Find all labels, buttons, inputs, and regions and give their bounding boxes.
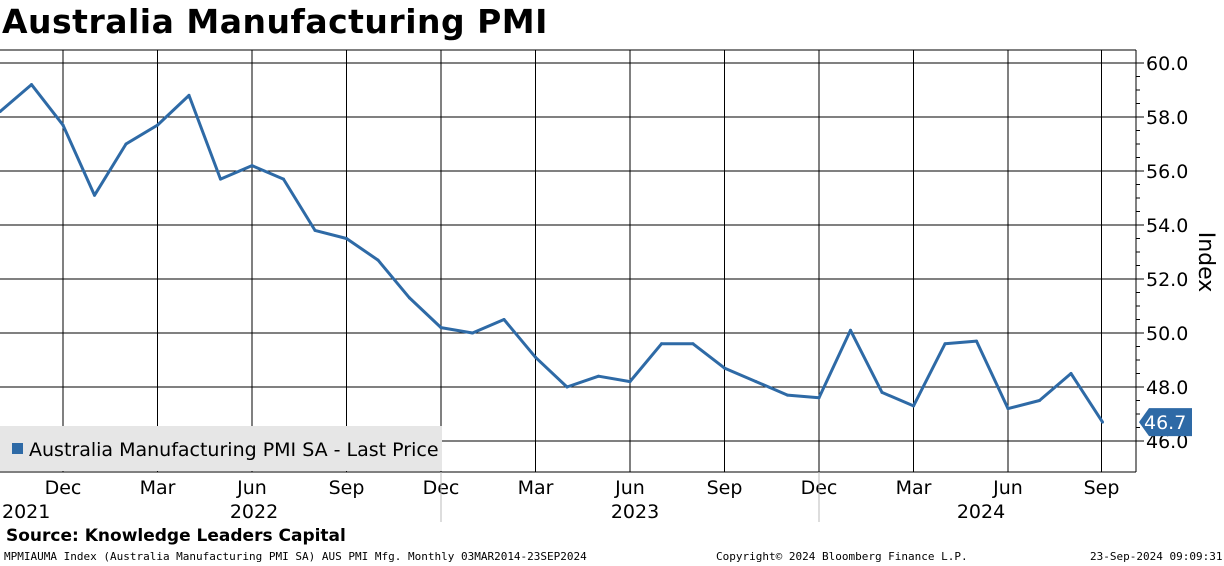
data-point	[156, 123, 159, 127]
data-point	[975, 339, 978, 343]
chart-title: Australia Manufacturing PMI	[2, 2, 548, 41]
data-point	[723, 366, 726, 370]
data-point	[313, 228, 317, 232]
y-tick-label: 56.0	[1146, 161, 1188, 183]
data-point	[1006, 407, 1010, 411]
x-tick-label: Jun	[614, 477, 645, 499]
data-point	[345, 237, 348, 240]
data-point	[628, 380, 632, 384]
data-point	[408, 296, 411, 300]
data-point	[880, 390, 884, 394]
series-line	[0, 83, 1104, 423]
data-point	[943, 342, 947, 346]
data-point	[502, 318, 506, 321]
last-value-label: 46.7	[1144, 412, 1186, 434]
y-tick-label: 52.0	[1146, 269, 1188, 291]
data-point	[660, 342, 663, 346]
data-point	[376, 258, 380, 262]
data-point	[0, 110, 2, 114]
legend-box	[0, 426, 442, 471]
x-tick-label: Mar	[518, 477, 554, 499]
data-point	[597, 374, 600, 378]
data-point	[187, 93, 191, 97]
data-point	[282, 177, 285, 181]
x-tick-label: Mar	[896, 477, 932, 499]
y-tick-label: 46.0	[1146, 431, 1188, 453]
data-point	[754, 380, 758, 384]
x-year-label: 2024	[957, 501, 1005, 523]
x-tick-label: Sep	[329, 477, 365, 499]
x-tick-label: Sep	[707, 477, 743, 499]
last-value-tag	[1139, 408, 1192, 437]
x-tick-label: Mar	[140, 477, 176, 499]
x-tick-label: Sep	[1084, 477, 1120, 499]
data-point	[912, 404, 915, 408]
data-point	[439, 326, 443, 330]
x-year-label: 2023	[611, 501, 659, 523]
timestamp: 23-Sep-2024 09:09:31	[1090, 550, 1223, 563]
data-point	[471, 331, 474, 335]
data-point	[30, 83, 33, 87]
y-axis-label: Index	[1193, 232, 1218, 293]
y-tick-label: 58.0	[1146, 107, 1188, 129]
y-tick-label: 54.0	[1146, 215, 1188, 237]
data-point	[124, 142, 128, 146]
x-year-label: 2021	[2, 501, 50, 523]
copyright-note: Copyright© 2024 Bloomberg Finance L.P.	[716, 550, 968, 563]
data-point	[565, 385, 569, 389]
data-point	[534, 355, 537, 359]
y-tick-label: 60.0	[1146, 53, 1188, 75]
data-point	[691, 342, 695, 346]
data-point	[1069, 372, 1073, 375]
x-tick-label: Jun	[236, 477, 267, 499]
data-point	[786, 393, 789, 397]
x-tick-label: Jun	[992, 477, 1023, 499]
x-year-label: 2022	[230, 501, 278, 523]
y-tick-label: 50.0	[1146, 323, 1188, 345]
data-point	[817, 396, 821, 400]
source-note: Source: Knowledge Leaders Capital	[6, 526, 346, 546]
legend-swatch	[12, 443, 23, 454]
y-tick-label: 48.0	[1146, 377, 1188, 399]
data-point	[1038, 399, 1041, 402]
x-tick-label: Dec	[45, 477, 82, 499]
data-point	[849, 328, 852, 332]
data-point	[219, 177, 222, 181]
legend-label: Australia Manufacturing PMI SA - Last Pr…	[29, 439, 439, 461]
data-point	[93, 193, 96, 197]
data-point	[250, 164, 254, 168]
ticker-info: MPMIAUMA Index (Australia Manufacturing …	[4, 550, 587, 563]
data-point	[61, 123, 65, 127]
data-point	[1101, 420, 1104, 424]
